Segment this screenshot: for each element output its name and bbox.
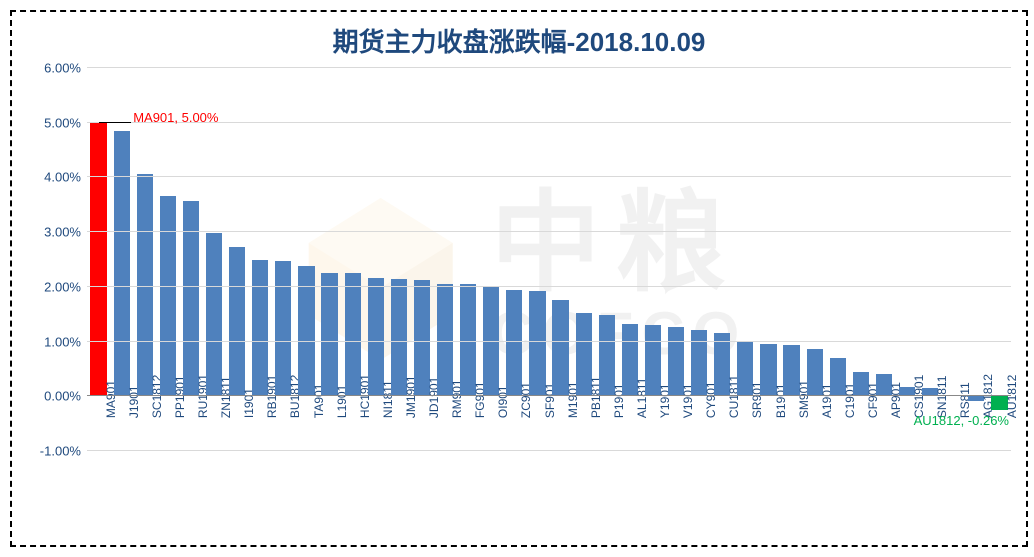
annotation-leader-line — [99, 122, 131, 123]
gridline: 3.00% — [87, 231, 1011, 232]
bar-slot: I1901 — [226, 67, 249, 450]
bar — [90, 122, 106, 396]
bar — [321, 273, 337, 396]
bar-slot: CS1901 — [896, 67, 919, 450]
gridline: 2.00% — [87, 286, 1011, 287]
bar-slot: PB1811 — [572, 67, 595, 450]
bar-slot: JM1901 — [387, 67, 410, 450]
bar-slot: AP901 — [872, 67, 895, 450]
bar-slot: C1901 — [826, 67, 849, 450]
gridline: 6.00% — [87, 67, 1011, 68]
bar-slot: AL1811 — [618, 67, 641, 450]
bar-slot: JD1901 — [410, 67, 433, 450]
gridline: 4.00% — [87, 176, 1011, 177]
bar-slot: CF901 — [849, 67, 872, 450]
bar-slot: BU1812 — [272, 67, 295, 450]
bar — [506, 290, 522, 396]
gridline: 1.00% — [87, 341, 1011, 342]
bar-slot: J1901 — [110, 67, 133, 450]
gridline: 5.00% — [87, 122, 1011, 123]
bar-slot: AU1812 — [988, 67, 1011, 450]
bar-slot: NI1811 — [364, 67, 387, 450]
annotation-max: MA901, 5.00% — [133, 110, 218, 125]
bar-slot: HC1901 — [341, 67, 364, 450]
annotation-min: AU1812, -0.26% — [914, 413, 1009, 428]
bar-slot: MA901 — [87, 67, 110, 450]
bar-slot: Y1901 — [641, 67, 664, 450]
y-axis-label: 1.00% — [44, 334, 81, 349]
bar — [229, 247, 245, 395]
bar-slot: P1901 — [595, 67, 618, 450]
bar-slot: V1901 — [665, 67, 688, 450]
bar-slot: CY901 — [688, 67, 711, 450]
chart-container: 中粮 COFCO 期货主力收盘涨跌幅-2018.10.09 MA901J1901… — [10, 10, 1028, 547]
bar — [114, 131, 130, 395]
bar-slot: AG1812 — [965, 67, 988, 450]
bar — [206, 233, 222, 396]
bar-slot: CU1811 — [711, 67, 734, 450]
bar-slot: SR901 — [734, 67, 757, 450]
bar-slot: SM901 — [780, 67, 803, 450]
y-axis-label: 5.00% — [44, 115, 81, 130]
bars-group: MA901J1901SC1812PP1901RU1901ZN1811I1901R… — [87, 67, 1011, 450]
bar-slot: L1901 — [318, 67, 341, 450]
gridline: 0.00% — [87, 395, 1011, 396]
y-axis-label: 3.00% — [44, 225, 81, 240]
bar-slot: TA901 — [295, 67, 318, 450]
bar-slot: SN1811 — [919, 67, 942, 450]
y-axis-label: 4.00% — [44, 170, 81, 185]
bar-slot: FG901 — [457, 67, 480, 450]
y-axis-label: -1.00% — [40, 444, 81, 459]
bar-slot: RB1901 — [249, 67, 272, 450]
bar-slot: SF901 — [526, 67, 549, 450]
bar-slot: RM901 — [434, 67, 457, 450]
bar-slot: M1901 — [549, 67, 572, 450]
gridline: -1.00% — [87, 450, 1011, 451]
bar-slot: OI901 — [480, 67, 503, 450]
bar-slot: ZC901 — [503, 67, 526, 450]
bar — [368, 278, 384, 395]
plot-area: MA901J1901SC1812PP1901RU1901ZN1811I1901R… — [87, 67, 1011, 450]
bar — [137, 174, 153, 396]
y-axis-label: 6.00% — [44, 61, 81, 76]
bar-slot: RS811 — [942, 67, 965, 450]
bar — [160, 196, 176, 396]
chart-title: 期货主力收盘涨跌幅-2018.10.09 — [12, 12, 1026, 59]
bar — [183, 201, 199, 396]
bar-slot: B1901 — [757, 67, 780, 450]
y-axis-label: 0.00% — [44, 389, 81, 404]
bar-slot: A1901 — [803, 67, 826, 450]
bar — [529, 291, 545, 395]
y-axis-label: 2.00% — [44, 279, 81, 294]
